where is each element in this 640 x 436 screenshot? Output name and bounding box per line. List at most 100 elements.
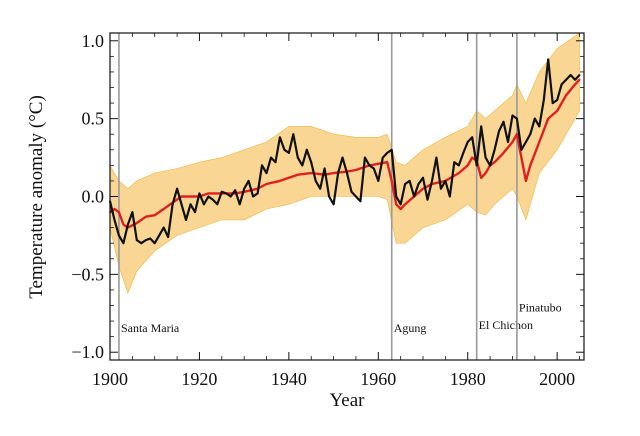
series-point — [355, 195, 357, 198]
series-point — [220, 190, 223, 193]
series-line-1 — [108, 58, 581, 245]
series-point — [422, 187, 424, 190]
series-point — [547, 58, 550, 61]
series-point — [462, 152, 465, 154]
series-point — [149, 237, 152, 240]
series-point — [386, 152, 389, 154]
series-point — [332, 203, 335, 206]
series-point — [359, 200, 362, 203]
series-point — [319, 187, 322, 190]
series-point — [346, 172, 348, 175]
series-point — [547, 117, 550, 120]
series-point — [457, 164, 460, 167]
series-point — [153, 242, 156, 245]
series-point — [310, 161, 313, 164]
series-point — [489, 164, 491, 167]
series-point — [270, 156, 272, 159]
series-point — [279, 136, 281, 139]
series-point — [525, 141, 527, 143]
series-point — [538, 141, 541, 143]
y-tick-label: 0.0 — [82, 187, 105, 207]
series-point — [211, 198, 214, 201]
x-tick-label: 1940 — [271, 369, 307, 389]
series-point — [171, 203, 174, 206]
series-point — [578, 78, 581, 81]
series-point — [399, 208, 402, 210]
series-point — [243, 187, 246, 190]
series-point — [305, 148, 308, 151]
series-point — [431, 180, 433, 182]
series-point — [475, 164, 478, 167]
series-point — [440, 187, 442, 190]
series-point — [471, 136, 474, 139]
x-axis-title: Year — [329, 390, 365, 411]
series-point — [520, 156, 523, 159]
series-point — [207, 192, 210, 195]
series-point — [288, 152, 290, 154]
series-point — [256, 192, 259, 195]
series-point — [569, 74, 572, 76]
series-point — [140, 242, 143, 245]
series-point — [265, 172, 268, 175]
series-point — [560, 83, 563, 86]
series-point — [118, 211, 120, 214]
series-point — [417, 183, 420, 185]
series-point — [252, 195, 255, 198]
series-point — [113, 219, 116, 221]
series-point — [413, 195, 415, 198]
series-point — [435, 156, 438, 159]
series-point — [395, 195, 398, 198]
series-point — [551, 102, 554, 104]
series-layer — [108, 58, 581, 245]
y-tick-label: −0.5 — [71, 264, 104, 284]
series-point — [542, 99, 545, 101]
series-point — [229, 195, 232, 198]
series-point — [422, 176, 424, 179]
y-tick-label: −1.0 — [71, 342, 104, 362]
series-point — [314, 180, 317, 182]
series-point — [529, 164, 532, 167]
series-point — [578, 74, 581, 76]
series-point — [279, 180, 281, 182]
series-point — [493, 148, 496, 151]
series-point — [444, 180, 447, 182]
x-tick-label: 1960 — [360, 369, 396, 389]
series-point — [198, 192, 201, 195]
x-tick-label: 2000 — [539, 369, 575, 389]
series-point — [516, 133, 518, 136]
series-point — [238, 203, 241, 206]
series-point — [395, 203, 398, 206]
series-point — [189, 203, 192, 206]
series-point — [301, 164, 304, 167]
series-point — [556, 110, 559, 112]
series-point — [113, 208, 116, 210]
series-point — [323, 167, 326, 170]
series-point — [158, 234, 161, 237]
series-point — [189, 195, 192, 198]
series-point — [283, 148, 286, 151]
series-point — [122, 223, 125, 226]
series-point — [533, 117, 536, 120]
series-point — [127, 223, 129, 226]
series-point — [180, 195, 183, 198]
series-point — [265, 183, 268, 185]
eruption-label: Pinatubo — [519, 301, 562, 315]
eruption-label: El Chichon — [479, 318, 533, 332]
series-point — [399, 203, 402, 206]
series-point — [404, 183, 406, 185]
series-point — [296, 173, 299, 176]
series-point — [274, 161, 277, 164]
series-point — [574, 83, 576, 86]
series-point — [310, 172, 313, 175]
series-point — [507, 141, 509, 143]
series-point — [408, 180, 411, 182]
series-point — [194, 211, 196, 214]
series-point — [471, 156, 474, 159]
series-point — [122, 242, 125, 245]
series-point — [180, 203, 183, 206]
series-point — [144, 215, 147, 218]
volcanic-eruption-layer: Santa Maria Agung El Chichon Pinatubo — [118, 33, 562, 360]
series-point — [457, 172, 460, 175]
series-point — [225, 192, 228, 195]
